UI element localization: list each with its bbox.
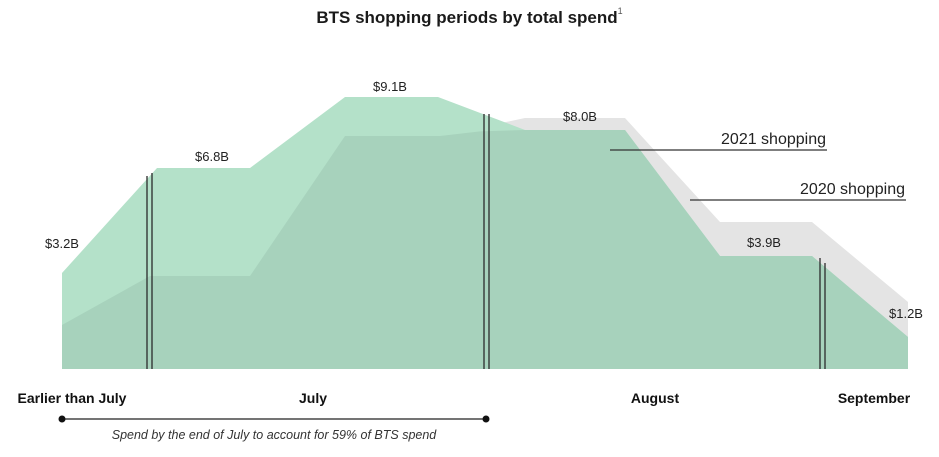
data-label-3: $9.1B bbox=[373, 79, 407, 94]
annotation-text: Spend by the end of July to account for … bbox=[111, 428, 437, 442]
period-label-july: July bbox=[299, 390, 327, 406]
data-label-6: $1.2B bbox=[889, 306, 923, 321]
title-footnote-marker: 1 bbox=[617, 6, 623, 16]
period-label-september: September bbox=[838, 390, 911, 406]
annotation-dot-start bbox=[58, 415, 66, 423]
legend-label-2021: 2021 shopping bbox=[721, 131, 826, 148]
period-label-august: August bbox=[631, 390, 680, 406]
data-label-4: $8.0B bbox=[563, 109, 597, 124]
data-label-2: $6.8B bbox=[195, 149, 229, 164]
annotation-dot-end bbox=[482, 415, 490, 423]
chart-title: BTS shopping periods by total spend1 bbox=[0, 6, 939, 28]
area-overlap bbox=[62, 130, 908, 369]
data-label-1: $3.2B bbox=[45, 236, 79, 251]
period-label-earlier: Earlier than July bbox=[18, 390, 127, 406]
legend-label-2020: 2020 shopping bbox=[800, 181, 905, 198]
chart-title-text: BTS shopping periods by total spend bbox=[316, 8, 618, 27]
data-label-5: $3.9B bbox=[747, 235, 781, 250]
